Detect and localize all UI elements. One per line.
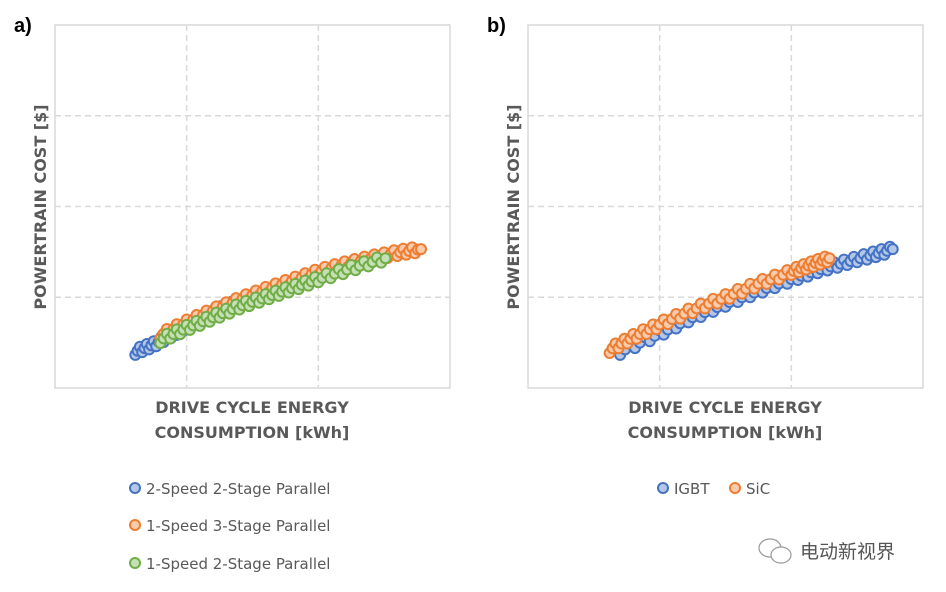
watermark-text: 电动新视界 [800, 541, 895, 563]
panel-b: b) POWERTRAIN COST [$] DRIVE CYCLE ENERG… [487, 15, 924, 498]
data-points [603, 240, 899, 361]
legend-marker-sic [729, 482, 741, 494]
x-axis-title-line2: CONSUMPTION [kWh] [155, 423, 350, 442]
legend-marker-1speed-2stage [129, 557, 141, 569]
x-axis-title-line1: DRIVE CYCLE ENERGY [155, 398, 349, 417]
x-axis-title-line2: CONSUMPTION [kWh] [628, 423, 823, 442]
data-point [823, 252, 836, 265]
legend-marker-igbt [657, 482, 669, 494]
series-sic [603, 250, 836, 360]
data-points [129, 241, 428, 361]
wechat-icon [758, 538, 792, 564]
series-1-speed-2-stage-parallel [154, 251, 392, 350]
legend: 2-Speed 2-Stage Parallel 1-Speed 3-Stage… [129, 480, 330, 573]
legend-label: IGBT [674, 480, 710, 498]
x-axis-title-line1: DRIVE CYCLE ENERGY [628, 398, 822, 417]
y-axis-title: POWERTRAIN COST [$] [504, 104, 523, 309]
panel-label: b) [487, 15, 506, 37]
y-axis-title: POWERTRAIN COST [$] [31, 104, 50, 309]
legend-marker-2speed-2stage [129, 482, 141, 494]
panel-a: a) POWERTRAIN COST [$] DRIVE CYCLE ENERG… [14, 15, 451, 573]
legend-label: 2-Speed 2-Stage Parallel [146, 480, 330, 498]
data-point [379, 252, 392, 265]
data-point [886, 243, 899, 256]
watermark: 电动新视界 [758, 538, 895, 564]
data-point [415, 243, 428, 256]
legend-label: 1-Speed 3-Stage Parallel [146, 517, 330, 535]
legend-marker-1speed-3stage [129, 519, 141, 531]
panel-label: a) [14, 15, 32, 37]
legend: IGBT SiC [657, 480, 770, 498]
legend-label: SiC [746, 480, 770, 498]
legend-label: 1-Speed 2-Stage Parallel [146, 555, 330, 573]
